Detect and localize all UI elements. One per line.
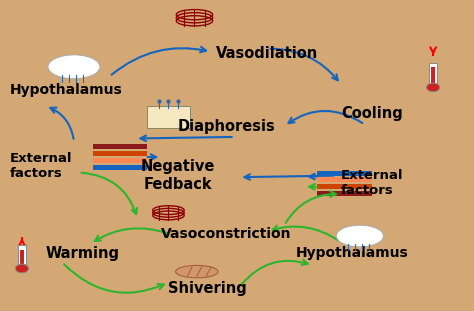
FancyArrowPatch shape — [273, 225, 339, 241]
Bar — [318, 171, 372, 176]
Bar — [318, 184, 372, 189]
Bar — [93, 165, 147, 170]
Bar — [318, 178, 372, 183]
Ellipse shape — [48, 55, 100, 79]
Text: Hypothalamus: Hypothalamus — [296, 246, 409, 260]
Text: Cooling: Cooling — [341, 106, 403, 121]
Text: Warming: Warming — [46, 245, 119, 261]
Text: Shivering: Shivering — [168, 281, 247, 295]
FancyArrowPatch shape — [309, 184, 317, 189]
FancyArrowPatch shape — [286, 191, 336, 223]
FancyArrowPatch shape — [147, 154, 156, 160]
Bar — [93, 151, 147, 156]
FancyArrowPatch shape — [140, 136, 232, 141]
FancyArrowPatch shape — [241, 260, 308, 285]
FancyArrowPatch shape — [64, 264, 164, 293]
Bar — [93, 144, 147, 149]
Text: Vasoconstriction: Vasoconstriction — [161, 227, 292, 241]
Ellipse shape — [336, 225, 383, 247]
Bar — [19, 250, 24, 267]
FancyArrowPatch shape — [245, 174, 334, 180]
Text: External
factors: External factors — [10, 152, 73, 180]
FancyArrowPatch shape — [271, 49, 338, 80]
Text: Diaphoresis: Diaphoresis — [178, 118, 276, 134]
Bar — [429, 63, 437, 87]
Circle shape — [15, 264, 28, 273]
FancyArrowPatch shape — [95, 228, 168, 241]
Text: External
factors: External factors — [341, 169, 403, 197]
Circle shape — [427, 83, 440, 92]
Ellipse shape — [175, 265, 218, 278]
Bar — [18, 245, 26, 268]
FancyArrowPatch shape — [309, 174, 317, 179]
Text: Vasodilation: Vasodilation — [216, 46, 318, 61]
Bar — [318, 191, 372, 196]
Bar — [93, 158, 147, 163]
FancyArrowPatch shape — [82, 173, 137, 214]
Text: Negative
Fedback: Negative Fedback — [141, 160, 215, 192]
Bar — [431, 67, 436, 86]
FancyArrowPatch shape — [50, 108, 73, 139]
FancyArrowPatch shape — [111, 47, 206, 75]
Text: Hypothalamus: Hypothalamus — [10, 83, 123, 97]
FancyBboxPatch shape — [147, 106, 190, 128]
FancyArrowPatch shape — [289, 111, 362, 123]
